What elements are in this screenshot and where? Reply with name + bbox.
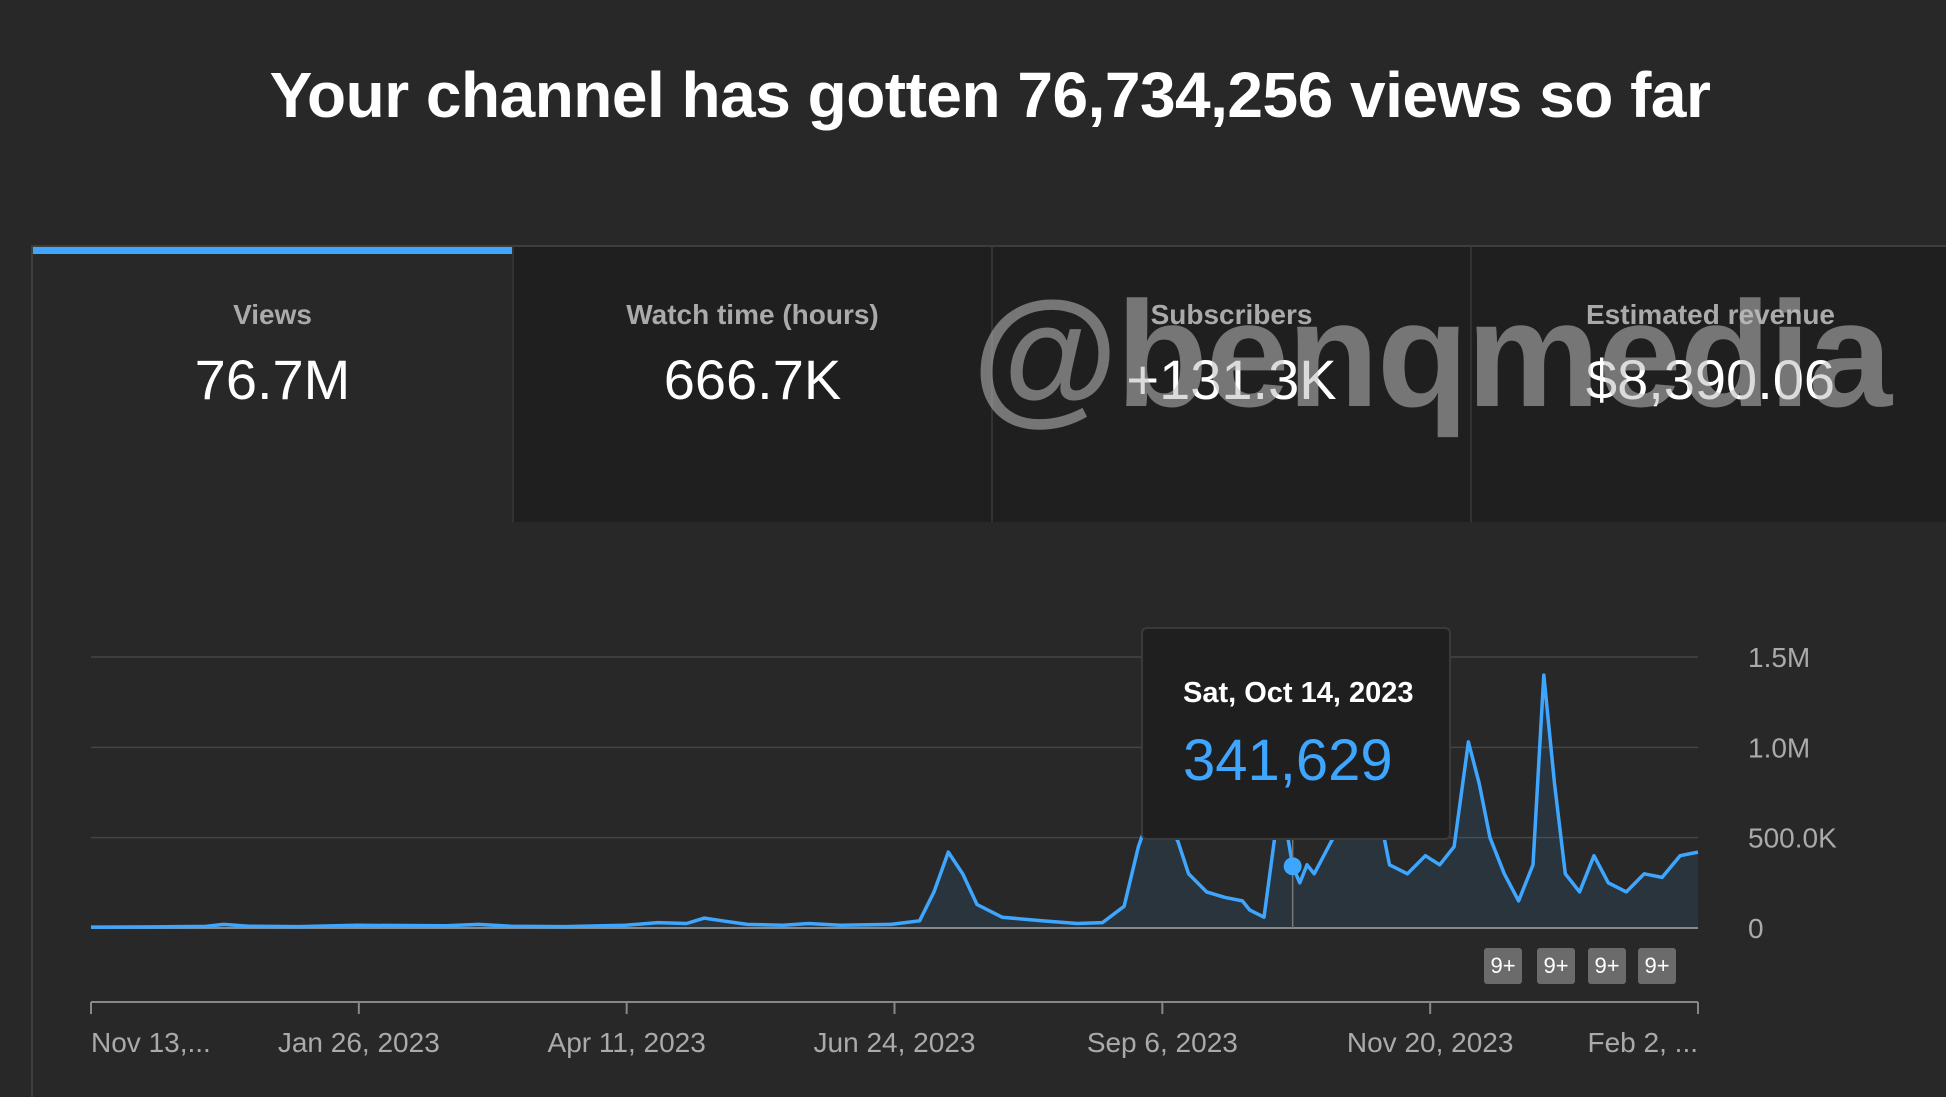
tab-views[interactable]: Views 76.7M [33,247,512,522]
y-axis-ticks: 1.5M 1.0M 500.0K 0 [1748,642,1837,944]
views-area-fill [91,675,1698,928]
x-tick-label: Nov 13,... [91,1027,211,1058]
tab-watch-time-value: 666.7K [663,348,842,411]
tab-views-label: Views [233,299,312,330]
analytics-panel: Views 76.7M Watch time (hours) 666.7K Su… [31,245,1946,1097]
tab-estimated-revenue-label: Estimated revenue [1586,299,1835,330]
x-axis-ticks: Nov 13,... Jan 26, 2023 Apr 11, 2023 Jun 24… [90,1002,1699,1058]
x-tick-label: Jun 24, 2023 [814,1027,976,1058]
x-tick-label: Nov 20, 2023 [1347,1027,1514,1058]
tab-views-value: 76.7M [194,348,351,411]
tooltip-value: 341,629 [1183,728,1393,793]
x-tick-label: Feb 2, ... [1588,1027,1699,1058]
hover-point [1283,857,1302,876]
tab-watch-time-label: Watch time (hours) [626,299,879,330]
tab-subscribers-label: Subscribers [1150,299,1313,330]
chart-tooltip: Sat, Oct 14, 2023 341,629 [1141,627,1451,840]
annotation-badge[interactable]: 9+ [1588,948,1626,984]
annotation-badge[interactable]: 9+ [1484,948,1522,984]
tab-estimated-revenue[interactable]: Estimated revenue $8,390.06 [1470,247,1946,522]
tab-subscribers[interactable]: Subscribers +131.3K [991,247,1470,522]
tab-subscribers-value: +131.3K [1126,348,1337,411]
y-tick-label: 1.5M [1748,642,1810,673]
metric-tabs: Views 76.7M Watch time (hours) 666.7K Su… [33,247,1946,522]
tab-watch-time[interactable]: Watch time (hours) 666.7K [512,247,991,522]
y-tick-label: 500.0K [1748,823,1837,854]
y-tick-label: 0 [1748,913,1764,944]
x-tick-label: Jan 26, 2023 [278,1027,440,1058]
x-tick-label: Sep 6, 2023 [1087,1027,1238,1058]
views-series-line [90,673,1699,929]
tab-estimated-revenue-value: $8,390.06 [1585,348,1836,411]
x-tick-label: Apr 11, 2023 [548,1027,706,1058]
tooltip-date: Sat, Oct 14, 2023 [1183,677,1414,709]
annotation-badge[interactable]: 9+ [1537,948,1575,984]
page-title: Your channel has gotten 76,734,256 views… [269,59,1711,131]
annotation-badge[interactable]: 9+ [1638,948,1676,984]
y-tick-label: 1.0M [1748,732,1810,763]
